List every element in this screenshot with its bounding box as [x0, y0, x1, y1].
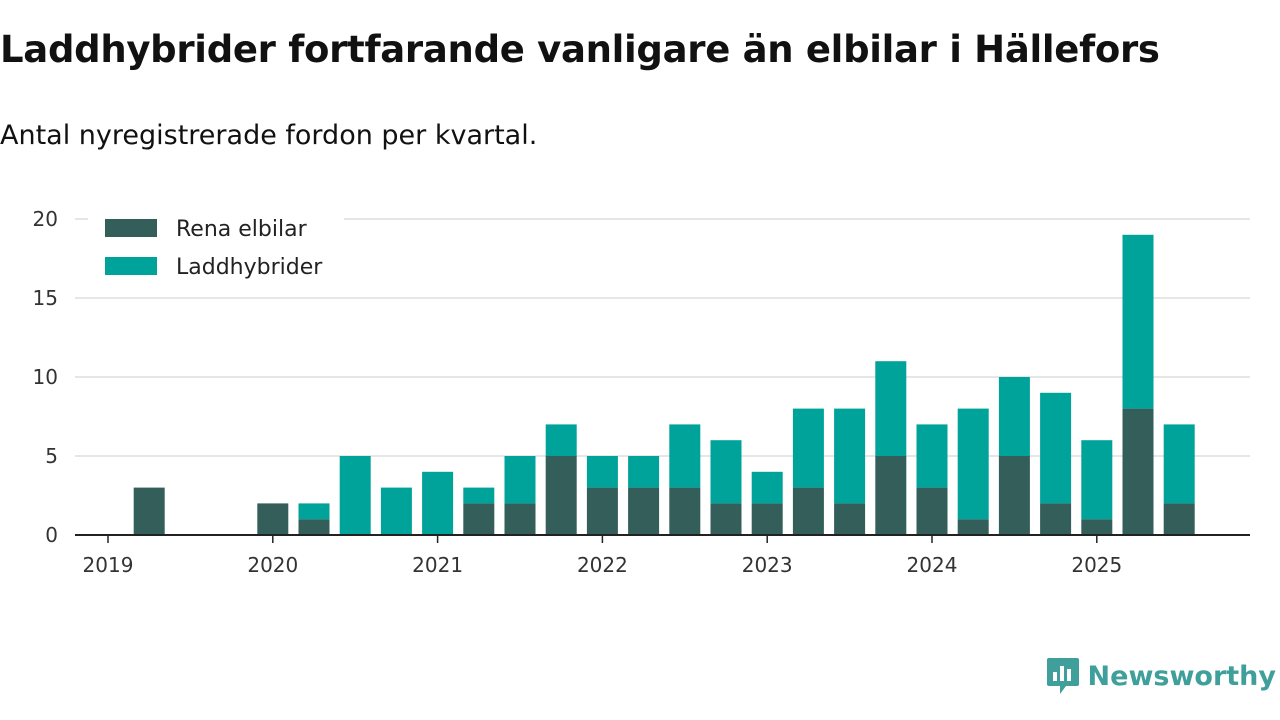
chart-title: Laddhybrider fortfarande vanligare än el…: [0, 28, 1160, 71]
bar-rena-elbilar-18: [834, 503, 866, 535]
bars: [133, 234, 1195, 535]
brand-name: Newsworthy: [1087, 660, 1276, 692]
bar-rena-elbilar-25: [1122, 408, 1154, 535]
bar-laddhybrider-9: [463, 487, 495, 504]
bar-rena-elbilar-1: [133, 487, 165, 535]
brand: Newsworthy: [1046, 654, 1276, 698]
bar-laddhybrider-20: [916, 424, 948, 488]
bar-laddhybrider-8: [422, 471, 454, 535]
bar-laddhybrider-25: [1122, 234, 1154, 409]
bar-rena-elbilar-4: [257, 503, 289, 535]
bar-laddhybrider-18: [834, 408, 866, 504]
x-tick-label-2023: 2023: [742, 553, 793, 577]
legend-swatch-1: [105, 257, 157, 275]
bar-rena-elbilar-9: [463, 503, 495, 535]
bar-rena-elbilar-10: [504, 503, 536, 535]
axes: 0 5 10 15 20 2019 2020 2021 2022 2023 2024 2025: [33, 207, 1250, 577]
bar-laddhybrider-22: [998, 377, 1030, 456]
bar-laddhybrider-13: [628, 456, 660, 488]
bar-rena-elbilar-12: [586, 487, 618, 535]
legend-label-0: Rena elbilar: [176, 217, 308, 242]
y-tick-label-20: 20: [33, 207, 58, 231]
x-tick-label-2019: 2019: [83, 553, 134, 577]
bar-laddhybrider-26: [1163, 424, 1195, 504]
x-tick-label-2022: 2022: [577, 553, 628, 577]
bar-laddhybrider-17: [792, 408, 824, 488]
bar-laddhybrider-11: [545, 424, 577, 456]
x-tick-label-2024: 2024: [907, 553, 958, 577]
legend-label-1: Laddhybrider: [176, 255, 323, 280]
legend: Rena elbilar Laddhybrider: [88, 206, 344, 288]
bar-rena-elbilar-26: [1163, 503, 1195, 535]
bar-rena-elbilar-11: [545, 456, 577, 535]
y-tick-label-0: 0: [45, 523, 58, 547]
bar-laddhybrider-5: [298, 503, 330, 520]
y-tick-label-15: 15: [33, 286, 58, 310]
bar-laddhybrider-12: [586, 456, 618, 488]
bar-laddhybrider-19: [875, 361, 907, 456]
bar-rena-elbilar-15: [710, 503, 742, 535]
x-tick-label-2021: 2021: [412, 553, 463, 577]
chart-subtitle: Antal nyregistrerade fordon per kvartal.: [0, 120, 538, 151]
bar-laddhybrider-6: [339, 456, 371, 535]
bar-rena-elbilar-19: [875, 456, 907, 535]
legend-swatch-0: [105, 219, 157, 237]
bar-laddhybrider-21: [957, 408, 989, 520]
bar-rena-elbilar-5: [298, 519, 330, 535]
x-tick-label-2020: 2020: [247, 553, 298, 577]
bar-rena-elbilar-22: [998, 456, 1030, 535]
bar-laddhybrider-16: [751, 471, 783, 504]
newsworthy-logo-icon: [1046, 658, 1079, 694]
bar-rena-elbilar-16: [751, 503, 783, 535]
bar-laddhybrider-15: [710, 440, 742, 504]
bar-rena-elbilar-23: [1040, 503, 1072, 535]
bar-rena-elbilar-24: [1081, 519, 1113, 535]
bar-rena-elbilar-17: [792, 487, 824, 535]
bar-laddhybrider-7: [380, 487, 412, 535]
bar-rena-elbilar-20: [916, 487, 948, 535]
bar-laddhybrider-24: [1081, 440, 1113, 520]
x-tick-label-2025: 2025: [1071, 553, 1122, 577]
bar-laddhybrider-14: [669, 424, 701, 488]
bar-rena-elbilar-21: [957, 519, 989, 535]
bar-laddhybrider-10: [504, 456, 536, 504]
bar-rena-elbilar-13: [628, 487, 660, 535]
y-tick-label-10: 10: [33, 365, 58, 389]
bar-rena-elbilar-14: [669, 487, 701, 535]
bar-laddhybrider-23: [1040, 392, 1072, 504]
y-tick-label-5: 5: [45, 444, 58, 468]
